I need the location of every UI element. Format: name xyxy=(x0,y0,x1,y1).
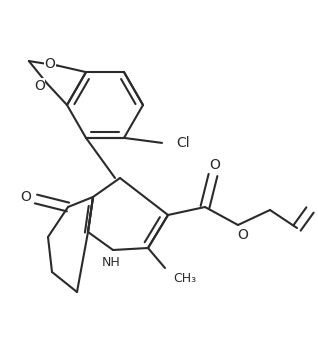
Text: O: O xyxy=(238,228,248,242)
Text: NH: NH xyxy=(102,255,121,269)
Text: CH₃: CH₃ xyxy=(173,272,196,285)
Text: O: O xyxy=(44,57,55,71)
Text: O: O xyxy=(210,158,220,172)
Text: O: O xyxy=(34,79,45,93)
Text: Cl: Cl xyxy=(176,136,190,150)
Text: O: O xyxy=(21,190,31,204)
